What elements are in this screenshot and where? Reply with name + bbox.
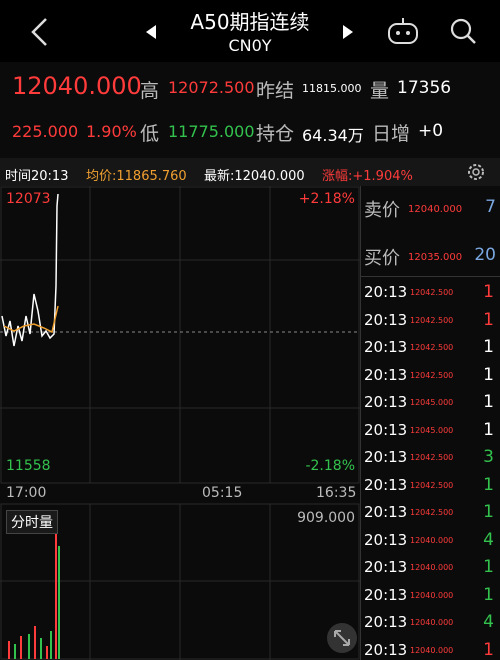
- trade-price: 12042.500: [410, 508, 454, 517]
- search-button[interactable]: [448, 16, 478, 46]
- prev-button[interactable]: [145, 24, 157, 40]
- divider: [361, 276, 500, 277]
- trade-price: 12040.000: [410, 563, 454, 572]
- trade-qty: 1: [483, 419, 494, 440]
- divider: [360, 186, 361, 660]
- trade-price: 12040.000: [410, 645, 454, 655]
- trade-price: 12040.000: [410, 535, 454, 545]
- trade-qty: 1: [483, 474, 494, 495]
- trade-time: 20:13: [364, 503, 408, 521]
- oi-label: 持仓: [256, 123, 295, 145]
- trade-price: 12042.500: [410, 480, 454, 490]
- robot-button[interactable]: [386, 16, 420, 46]
- bid-label: 买价: [364, 248, 400, 269]
- chart-bottom-left: 11558: [6, 458, 51, 474]
- ask-qty: 7: [485, 197, 496, 217]
- chart-bottom-right: -2.18%: [305, 458, 355, 474]
- x-label: 16:35: [316, 485, 357, 501]
- chart-top-right: +2.18%: [298, 191, 355, 207]
- trade-time: 20:13: [364, 283, 408, 301]
- bid-qty: 20: [474, 245, 496, 265]
- x-label: 05:15: [202, 485, 243, 501]
- trade-price: 12042.500: [410, 288, 454, 297]
- bid-price: 12035.000: [408, 252, 463, 263]
- info-bar: [0, 158, 500, 186]
- trade-price: 12042.500: [410, 315, 454, 325]
- price: 12040.000: [12, 72, 142, 100]
- info-avg: 均价:11865.760: [86, 169, 187, 184]
- trade-time: 20:13: [364, 530, 408, 549]
- trade-time: 20:13: [364, 338, 408, 356]
- prev: 11815.000: [302, 82, 362, 95]
- volume-label[interactable]: 分时量: [6, 510, 58, 534]
- trade-time: 20:13: [364, 613, 408, 631]
- trade-qty: 1: [483, 282, 494, 302]
- trade-qty: 4: [483, 529, 494, 550]
- prev-label: 昨结: [256, 80, 295, 102]
- settings-button[interactable]: [466, 162, 486, 182]
- trade-qty: 1: [483, 584, 494, 605]
- trade-qty: 1: [483, 309, 494, 330]
- x-label: 17:00: [6, 485, 47, 501]
- trade-price: 12045.000: [410, 398, 454, 407]
- vol-label: 量: [370, 80, 390, 102]
- trade-time: 20:13: [364, 475, 408, 494]
- trade-qty: 3: [483, 447, 494, 467]
- expand-button[interactable]: [326, 622, 358, 654]
- pct: 1.90%: [86, 122, 137, 141]
- next-button[interactable]: [342, 24, 354, 40]
- title: A50期指连续: [190, 10, 310, 34]
- info-time: 时间20:13: [5, 169, 69, 184]
- trade-qty: 1: [483, 337, 494, 357]
- volume-max: 909.000: [297, 510, 355, 526]
- ask-label: 卖价: [364, 200, 400, 221]
- trade-price: 12042.500: [410, 370, 454, 380]
- trade-time: 20:13: [364, 640, 408, 659]
- trade-qty: 1: [483, 502, 494, 522]
- trade-price: 12045.000: [410, 425, 454, 435]
- trade-time: 20:13: [364, 365, 408, 384]
- trade-qty: 1: [483, 557, 494, 577]
- info-latest: 最新:12040.000: [204, 169, 305, 184]
- trade-time: 20:13: [364, 448, 408, 466]
- trade-price: 12040.000: [410, 590, 454, 600]
- info-change: 涨幅:+1.904%: [322, 169, 413, 184]
- ask-price: 12040.000: [408, 204, 463, 215]
- trade-time: 20:13: [364, 585, 408, 604]
- oi: 64.34万: [302, 126, 364, 145]
- trade-price: 12040.000: [410, 618, 454, 627]
- trade-time: 20:13: [364, 310, 408, 329]
- high-label: 高: [140, 80, 160, 102]
- daily: +0: [418, 121, 444, 141]
- trade-time: 20:13: [364, 558, 408, 576]
- trade-price: 12042.500: [410, 453, 454, 462]
- vol: 17356: [397, 78, 452, 98]
- change: 225.000: [12, 122, 79, 141]
- trade-qty: 4: [483, 612, 494, 632]
- daily-label: 日增: [372, 123, 411, 145]
- trade-qty: 1: [483, 364, 494, 385]
- high: 12072.500: [168, 78, 255, 97]
- chart-frame: [0, 186, 360, 660]
- trade-qty: 1: [483, 639, 494, 660]
- code: CN0Y: [228, 36, 272, 55]
- trade-price: 12042.500: [410, 343, 454, 352]
- trade-time: 20:13: [364, 393, 408, 411]
- back-button[interactable]: [28, 16, 50, 48]
- low-label: 低: [140, 123, 160, 145]
- chart-top-left: 12073: [6, 191, 51, 207]
- low: 11775.000: [168, 122, 255, 141]
- trade-time: 20:13: [364, 420, 408, 439]
- trade-qty: 1: [483, 392, 494, 412]
